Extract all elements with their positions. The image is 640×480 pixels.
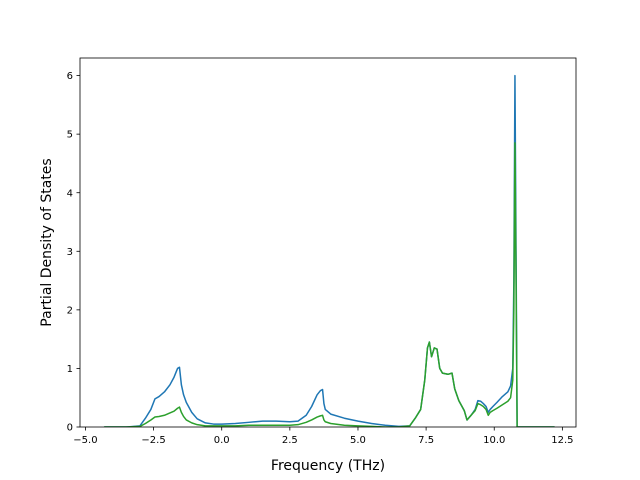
y-tick-label: 3: [67, 247, 73, 258]
x-tick-label: 7.5: [418, 435, 434, 446]
x-tick-label: 12.5: [551, 435, 573, 446]
y-tick-label: 1: [67, 364, 73, 375]
y-tick-label: 5: [67, 130, 73, 141]
x-tick-label: 10.0: [483, 435, 505, 446]
plot-area: [103, 74, 555, 427]
x-tick-label: −5.0: [73, 435, 97, 446]
x-tick-label: 0.0: [214, 435, 230, 446]
x-tick-label: −2.5: [141, 435, 165, 446]
x-axis-label: Frequency (THz): [271, 458, 385, 474]
series-line-2: [103, 142, 555, 427]
y-tick-label: 4: [67, 188, 73, 199]
x-axis-ticks: −5.0 −2.5 0.0 2.5 5.0 7.5 10.0 12.5: [73, 427, 574, 446]
y-axis-ticks: 0 1 2 3 4 5 6: [67, 71, 80, 434]
x-tick-label: 2.5: [282, 435, 298, 446]
y-tick-label: 0: [67, 423, 73, 434]
y-axis-label: Partial Density of States: [39, 158, 55, 326]
axes-frame: [79, 57, 577, 428]
y-tick-label: 6: [67, 71, 73, 82]
x-tick-label: 5.0: [350, 435, 366, 446]
y-tick-label: 2: [67, 305, 73, 316]
